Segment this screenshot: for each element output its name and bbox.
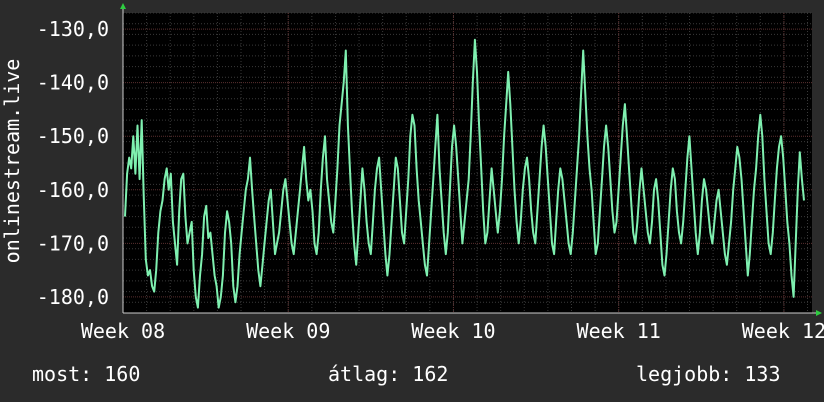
x-axis-arrow xyxy=(816,310,822,316)
stat-best: legjobb: 133 xyxy=(636,362,781,386)
x-tick-label: Week 09 xyxy=(246,319,330,343)
stat-average: átlag: 162 xyxy=(328,362,449,386)
y-axis-arrow xyxy=(120,3,126,9)
x-tick-label: Week 12 xyxy=(742,319,824,343)
series-line-0 xyxy=(124,38,805,309)
y-tick-label: -180,0 xyxy=(37,285,109,309)
y-axis-label: onlinestream.live xyxy=(0,59,24,264)
x-tick-label: Week 10 xyxy=(411,319,495,343)
stats-bar: most: 160 átlag: 162 legjobb: 133 xyxy=(0,362,824,392)
y-tick-label: -170,0 xyxy=(37,231,109,255)
y-tick-label: -150,0 xyxy=(37,124,109,148)
y-tick-label: -160,0 xyxy=(37,178,109,202)
y-tick-label: -130,0 xyxy=(37,17,109,41)
stat-now: most: 160 xyxy=(32,362,141,386)
x-tick-label: Week 11 xyxy=(577,319,661,343)
y-tick-label: -140,0 xyxy=(37,71,109,95)
x-tick-label: Week 08 xyxy=(81,319,165,343)
